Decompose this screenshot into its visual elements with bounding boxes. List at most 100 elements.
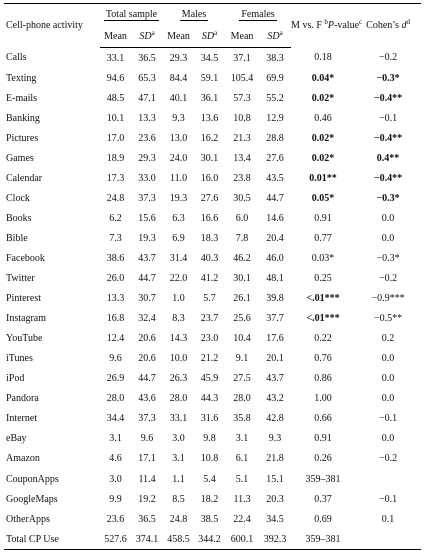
total-mean-cell: 13.3 (106, 293, 125, 305)
header-males: Males (163, 3, 226, 26)
males-mean-cell: 1.1 (172, 473, 185, 485)
males-sd-cell: 38.5 (200, 513, 219, 525)
males-sd-cell: 5.4 (203, 473, 216, 485)
p-value-cell: 0.01** (309, 172, 337, 184)
males-mean-cell: 3.1 (172, 453, 185, 465)
total-sd-cell: 19.3 (138, 232, 156, 244)
males-sd-cell: 23.0 (200, 333, 219, 345)
cohens-d-cell: 0.0 (381, 433, 395, 445)
p-value-cell: 1.00 (314, 393, 332, 405)
p-value-cell: 359–381 (291, 529, 356, 551)
activity-label: CouponApps (6, 473, 59, 485)
females-mean-cell: 6.0 (235, 212, 249, 224)
total-mean-cell: 33.1 (106, 52, 125, 64)
males-mean-cell: 24.0 (169, 152, 188, 164)
total-mean-cell: 3.0 (109, 473, 122, 485)
activity-label: OtherApps (6, 513, 50, 525)
total-mean-cell: 9.6 (109, 353, 122, 365)
males-mean-cell: 8.5 (172, 493, 185, 505)
cohens-d-cell: 0.4** (376, 152, 400, 164)
activity-label: Bible (6, 232, 28, 244)
total-mean-cell: 3.1 (109, 433, 122, 445)
cohens-d-cell: 0.0 (381, 353, 395, 365)
males-mean-cell: 6.9 (172, 232, 185, 244)
activity-label: Calendar (6, 172, 43, 184)
total-mean-cell: 9.9 (109, 493, 122, 505)
total-mean-cell: 17.0 (106, 132, 125, 144)
females-sd-cell: 43.5 (266, 172, 284, 184)
females-sd-cell: 39.8 (266, 293, 284, 305)
table-row: iTunes 9.6 20.6 10.0 21.2 9.1 20.1 0.76 0.0 (4, 349, 421, 369)
table-row: YouTube 12.4 20.6 14.3 23.0 10.4 17.6 0.22 0.2 (4, 329, 421, 349)
males-mean-cell: 22.0 (169, 273, 188, 285)
stats-table-container: Cell-phone activity Total sample Males F… (4, 3, 422, 551)
females-mean-cell: 11.3 (233, 493, 251, 505)
table-row: iPod 26.9 44.7 26.3 45.9 27.5 43.7 0.86 0.0 (4, 369, 421, 389)
females-sd-cell: 46.0 (266, 252, 284, 264)
total-sd-cell: 36.5 (138, 52, 156, 64)
activity-label: Clock (6, 192, 30, 204)
total-sd-cell: 36.5 (138, 513, 156, 525)
cohens-d-cell: −0.2 (378, 52, 398, 64)
total-sd-cell: 20.6 (138, 353, 156, 365)
p-value-cell: 0.46 (314, 112, 332, 124)
females-mean-cell: 21.3 (233, 132, 251, 144)
females-mean-cell: 105.4 (230, 72, 254, 84)
header-females-sd: SDa (259, 26, 292, 48)
activity-label: Twitter (6, 273, 35, 285)
header-total-sd: SDa (131, 26, 164, 48)
females-mean-cell: 13.4 (233, 152, 251, 164)
total-sd-cell: 43.7 (138, 252, 156, 264)
table-row: eBay 3.1 9.6 3.0 9.8 3.1 9.3 0.91 0.0 (4, 429, 421, 449)
total-sd-cell: 9.6 (140, 433, 154, 445)
header-males-sd: SDa (194, 26, 226, 48)
cohens-d-cell: −0.4** (373, 172, 403, 184)
males-sd-cell: 16.2 (200, 132, 219, 144)
p-value-cell: 0.05* (311, 192, 335, 204)
total-mean-cell: 34.4 (106, 413, 125, 425)
activity-label: Internet (6, 413, 38, 425)
males-mean-cell: 9.3 (172, 112, 185, 124)
males-sd-cell: 5.7 (203, 293, 216, 305)
females-mean-cell: 23.8 (233, 172, 251, 184)
males-mean-cell: 6.3 (172, 212, 185, 224)
cohens-d-cell: 0.0 (381, 232, 395, 244)
header-row-groups: Cell-phone activity Total sample Males F… (4, 3, 422, 48)
males-mean-cell: 1.0 (172, 293, 185, 305)
females-sd-cell: 21.8 (266, 453, 284, 465)
cohens-d-cell: 0.0 (381, 373, 395, 385)
males-mean-cell: 26.3 (169, 373, 188, 385)
females-mean-cell: 5.1 (235, 473, 249, 485)
females-sd-cell: 48.1 (266, 273, 284, 285)
table-row: Calendar 17.3 33.0 11.0 16.0 23.8 43.5 0.01** −0… (4, 168, 421, 188)
total-mean-cell: 10.1 (106, 112, 125, 124)
total-mean-cell: 17.3 (106, 172, 125, 184)
cohens-d-cell (355, 529, 422, 551)
cohens-d-cell: −0.2 (378, 453, 398, 465)
total-mean-cell: 28.0 (106, 393, 125, 405)
activity-label: Banking (6, 112, 40, 124)
total-sd-cell: 13.3 (138, 112, 156, 124)
header-females: Females (225, 3, 292, 26)
table-row: Total CP Use 527.6 374.1 458.5 344.2 600.1 392… (4, 529, 422, 551)
total-mean-cell: 26.9 (106, 373, 125, 385)
females-mean-cell: 57.3 (233, 92, 251, 104)
males-sd-cell: 21.2 (200, 353, 219, 365)
females-sd-cell: 28.8 (266, 132, 284, 144)
p-value-cell: 0.86 (314, 373, 332, 385)
males-sd-cell: 18.2 (200, 493, 219, 505)
p-value-cell: <.01*** (306, 313, 340, 325)
total-mean-cell: 94.6 (106, 72, 125, 84)
males-mean-cell: 24.8 (169, 513, 188, 525)
cohens-d-cell: −0.9*** (371, 293, 405, 305)
header-females-mean: Mean (225, 26, 260, 48)
total-mean-cell: 6.2 (109, 212, 122, 224)
total-sd-cell: 23.6 (138, 132, 156, 144)
p-value-cell: <.01*** (306, 293, 340, 305)
males-mean-cell: 29.3 (169, 52, 188, 64)
females-mean-cell: 6.1 (235, 453, 249, 465)
total-sd-cell: 43.6 (138, 393, 156, 405)
males-mean-cell: 28.0 (169, 393, 188, 405)
activity-label: Books (6, 212, 32, 224)
cohens-d-cell: −0.3* (376, 252, 400, 264)
